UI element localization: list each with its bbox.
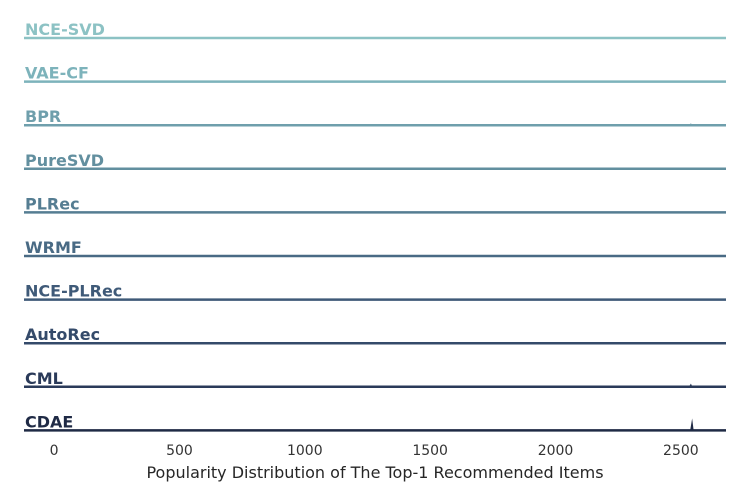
x-tick-label: 0 <box>50 443 59 459</box>
series-label: CML <box>25 369 63 388</box>
x-tick-label: 2000 <box>538 443 574 459</box>
series-label: PLRec <box>25 194 80 213</box>
series-label: WRMF <box>25 238 82 257</box>
x-axis-ticks: 0 500 1000 1500 2000 2500 <box>50 443 699 459</box>
ridge-autorec: AutoRec <box>24 325 726 345</box>
x-tick-label: 1500 <box>412 443 448 459</box>
ridge-wrmf: WRMF <box>24 238 726 258</box>
series-label: NCE-PLRec <box>25 282 122 301</box>
ridge-cml: CML <box>24 369 726 389</box>
ridge-nce-svd: NCE-SVD <box>24 20 726 40</box>
series-label: VAE-CF <box>25 64 89 83</box>
ridge-nce-plrec: NCE-PLRec <box>24 282 726 301</box>
ridge-puresvd: PureSVD <box>24 151 726 171</box>
x-tick-label: 2500 <box>663 443 699 459</box>
series-label: BPR <box>25 107 61 126</box>
x-tick-label: 500 <box>166 443 193 459</box>
series-label: PureSVD <box>25 151 104 170</box>
series-label: AutoRec <box>25 325 100 344</box>
x-tick-label: 1000 <box>287 443 323 459</box>
density-peak <box>690 418 694 431</box>
ridgeline-rows: NCE-SVD VAE-CF BPR PureSVD PLRec WRMF NCE-PLRe… <box>24 20 726 432</box>
ridge-bpr: BPR <box>24 107 726 127</box>
ridge-vae-cf: VAE-CF <box>24 64 726 83</box>
x-axis-title: Popularity Distribution of The Top-1 Rec… <box>146 463 603 482</box>
ridge-plrec: PLRec <box>24 194 726 214</box>
ridge-cdae: CDAE <box>24 412 726 432</box>
series-label: NCE-SVD <box>25 20 105 39</box>
series-label: CDAE <box>25 412 73 431</box>
